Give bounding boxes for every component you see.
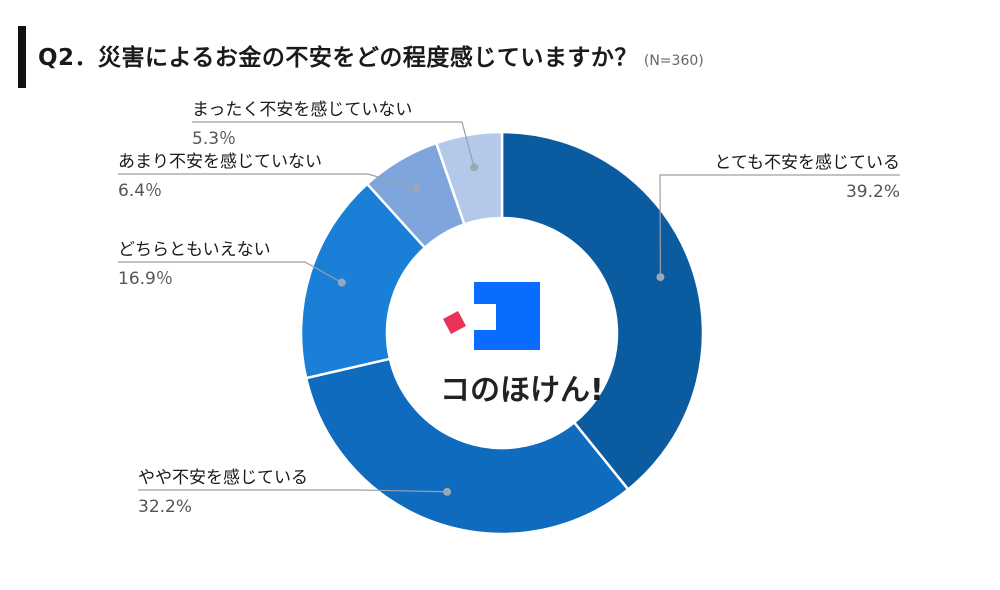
donut-slice (434, 130, 504, 226)
title-accent-bar (18, 26, 26, 88)
brand-logo-blue-shape (474, 282, 540, 350)
leader-line (118, 173, 417, 189)
slice-value-label: 39.2% (846, 182, 900, 202)
slice-category-label: あまり不安を感じていない (118, 152, 322, 172)
slice-category-label: どちらともいえない (118, 240, 271, 260)
slice-category-label: やや不安を感じている (138, 468, 308, 488)
brand-name: コのほけん! (440, 373, 604, 408)
brand-logo-red-square (443, 311, 466, 334)
page-title: Q2．災害によるお金の不安をどの程度感じていますか？ (N=360) (38, 38, 704, 72)
slice-value-label: 6.4％ (118, 181, 162, 201)
slice-value-label: 16.9％ (118, 269, 173, 289)
donut-slice (500, 130, 705, 492)
sample-size-note: (N=360) (643, 53, 704, 69)
slice-value-label: 5.3％ (192, 129, 236, 149)
question-title: Q2．災害によるお金の不安をどの程度感じていますか？ (38, 45, 638, 71)
donut-slice (299, 182, 427, 380)
leader-line (192, 121, 475, 168)
slice-value-label: 32.2% (138, 497, 192, 517)
slice-category-label: とても不安を感じている (714, 153, 900, 173)
slice-category-label: まったく不安を感じていない (192, 100, 412, 120)
leader-line (118, 261, 343, 284)
leader-line (138, 489, 448, 493)
leader-line (659, 174, 900, 278)
brand-logo-icon (443, 282, 540, 350)
